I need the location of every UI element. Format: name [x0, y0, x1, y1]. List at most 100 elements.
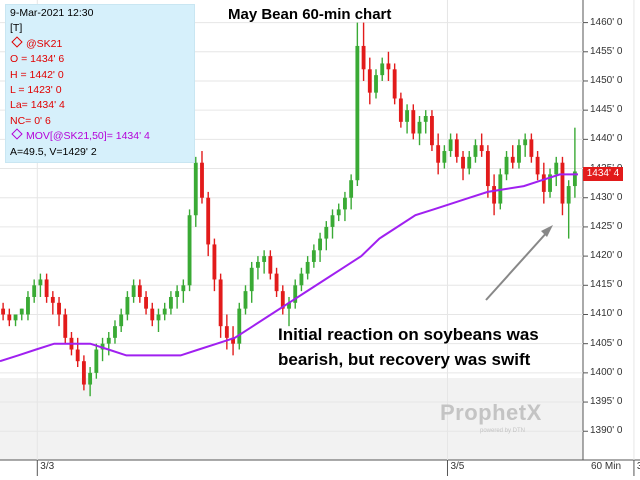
candle-body — [572, 171, 577, 187]
candle-body — [541, 174, 546, 192]
moving-average-line — [0, 173, 578, 363]
lower-shaded-area — [0, 378, 583, 460]
open-value: O = 1434' 6 — [10, 53, 65, 66]
symbol-row: @SK21 — [10, 36, 190, 52]
candle-body — [405, 110, 410, 122]
candle-body — [156, 314, 161, 321]
cursor-readout: A=49.5, V=1429' 2 — [10, 145, 97, 158]
y-tick-label: 1455' 0 — [590, 45, 623, 57]
candle-body — [63, 314, 68, 338]
last-price-badge: 1434' 4 — [583, 167, 623, 181]
candle-body — [299, 273, 304, 286]
candle-body — [88, 372, 93, 385]
candle-body — [50, 296, 55, 303]
x-tick-label: 3/3 — [40, 461, 55, 472]
y-tick-label: 1460' 0 — [590, 16, 623, 28]
candle-body — [144, 296, 148, 309]
candle-body — [548, 174, 552, 192]
candle-body — [529, 139, 534, 157]
y-tick-label: 1425' 0 — [590, 220, 623, 232]
y-tick-label: 1410' 0 — [590, 308, 623, 320]
net-change-value: NC= 0' 6 — [10, 114, 51, 127]
ohlc-info-box: 9-Mar-2021 12:30 [T] @SK21 O = 1434' 6 H… — [5, 4, 195, 164]
y-tick-label: 1415' 0 — [590, 279, 623, 291]
candle-body — [280, 291, 285, 309]
candle-body — [554, 162, 559, 175]
chart-title: May Bean 60-min chart — [228, 6, 392, 23]
high-value: H = 1442' 0 — [10, 68, 64, 81]
candle-body — [423, 116, 428, 122]
candle-body — [231, 337, 235, 344]
period-label: 60 Min — [591, 461, 622, 472]
candle-body — [454, 139, 459, 157]
candle-body — [349, 180, 354, 198]
candle-body — [32, 285, 37, 297]
candle-body — [249, 267, 254, 292]
candle-body — [193, 162, 198, 216]
annotation-arrow-shaft — [485, 229, 550, 301]
candle-body — [287, 302, 291, 309]
y-tick-label: 1450' 0 — [590, 74, 623, 86]
candle-body — [131, 285, 136, 297]
y-tick-label: 1445' 0 — [590, 104, 623, 116]
candle-body — [243, 291, 248, 309]
candle-body — [510, 156, 515, 163]
candle-body — [343, 197, 347, 210]
annotation-text: Initial reaction on soybeans was bearish… — [278, 322, 539, 372]
candle-body — [479, 145, 484, 152]
candle-body — [392, 69, 397, 99]
y-tick-label: 1390' 0 — [590, 425, 623, 437]
candle-body — [523, 139, 528, 146]
candle-body — [200, 162, 204, 198]
candle-body — [81, 361, 86, 385]
candle-body — [380, 63, 385, 76]
diamond-icon — [11, 128, 23, 140]
candle-body — [293, 285, 298, 303]
x-tick-label: 3/8 — [636, 461, 640, 472]
candle-body — [150, 308, 155, 321]
candle-body — [311, 250, 316, 262]
candle-body — [237, 308, 242, 344]
candle-body — [467, 156, 472, 169]
timestamp: 9-Mar-2021 12:30 — [10, 7, 94, 19]
candle-body — [38, 279, 43, 286]
candle-body — [75, 349, 80, 362]
candle-body — [411, 110, 416, 134]
candle-body — [175, 291, 180, 297]
candle-body — [7, 314, 12, 321]
candle-body — [436, 145, 441, 163]
candle-body — [355, 45, 360, 181]
candle-body — [44, 279, 49, 297]
candle-body — [255, 261, 260, 268]
y-tick-label: 1405' 0 — [590, 337, 623, 349]
candle-body — [113, 326, 117, 338]
symbol: @SK21 — [26, 37, 63, 50]
candle-body — [473, 145, 478, 157]
candle-body — [417, 121, 422, 134]
y-tick-label: 1400' 0 — [590, 366, 623, 378]
candle-body — [57, 302, 61, 315]
candle-body — [448, 139, 453, 152]
candle-body — [162, 308, 167, 315]
candle-body — [1, 308, 6, 315]
candle-body — [224, 326, 229, 338]
candle-body — [374, 75, 378, 93]
prophetx-logo: ProphetX — [440, 400, 542, 425]
candle-body — [461, 156, 465, 169]
last-value: La= 1434' 4 — [10, 99, 65, 112]
candle-body — [26, 296, 30, 315]
candle-body — [318, 238, 323, 251]
candle-body — [361, 45, 366, 70]
candle-body — [137, 285, 142, 297]
candle-body — [560, 162, 565, 204]
candle-body — [442, 151, 447, 163]
annotation-line-2: bearish, but recovery was swift — [278, 350, 531, 369]
candle-body — [517, 145, 521, 163]
candle-body — [566, 186, 571, 204]
candle-body — [430, 116, 434, 146]
y-tick-label: 1420' 0 — [590, 250, 623, 262]
candle-body — [218, 279, 223, 327]
candle-body — [168, 296, 173, 309]
candle-body — [19, 308, 24, 315]
